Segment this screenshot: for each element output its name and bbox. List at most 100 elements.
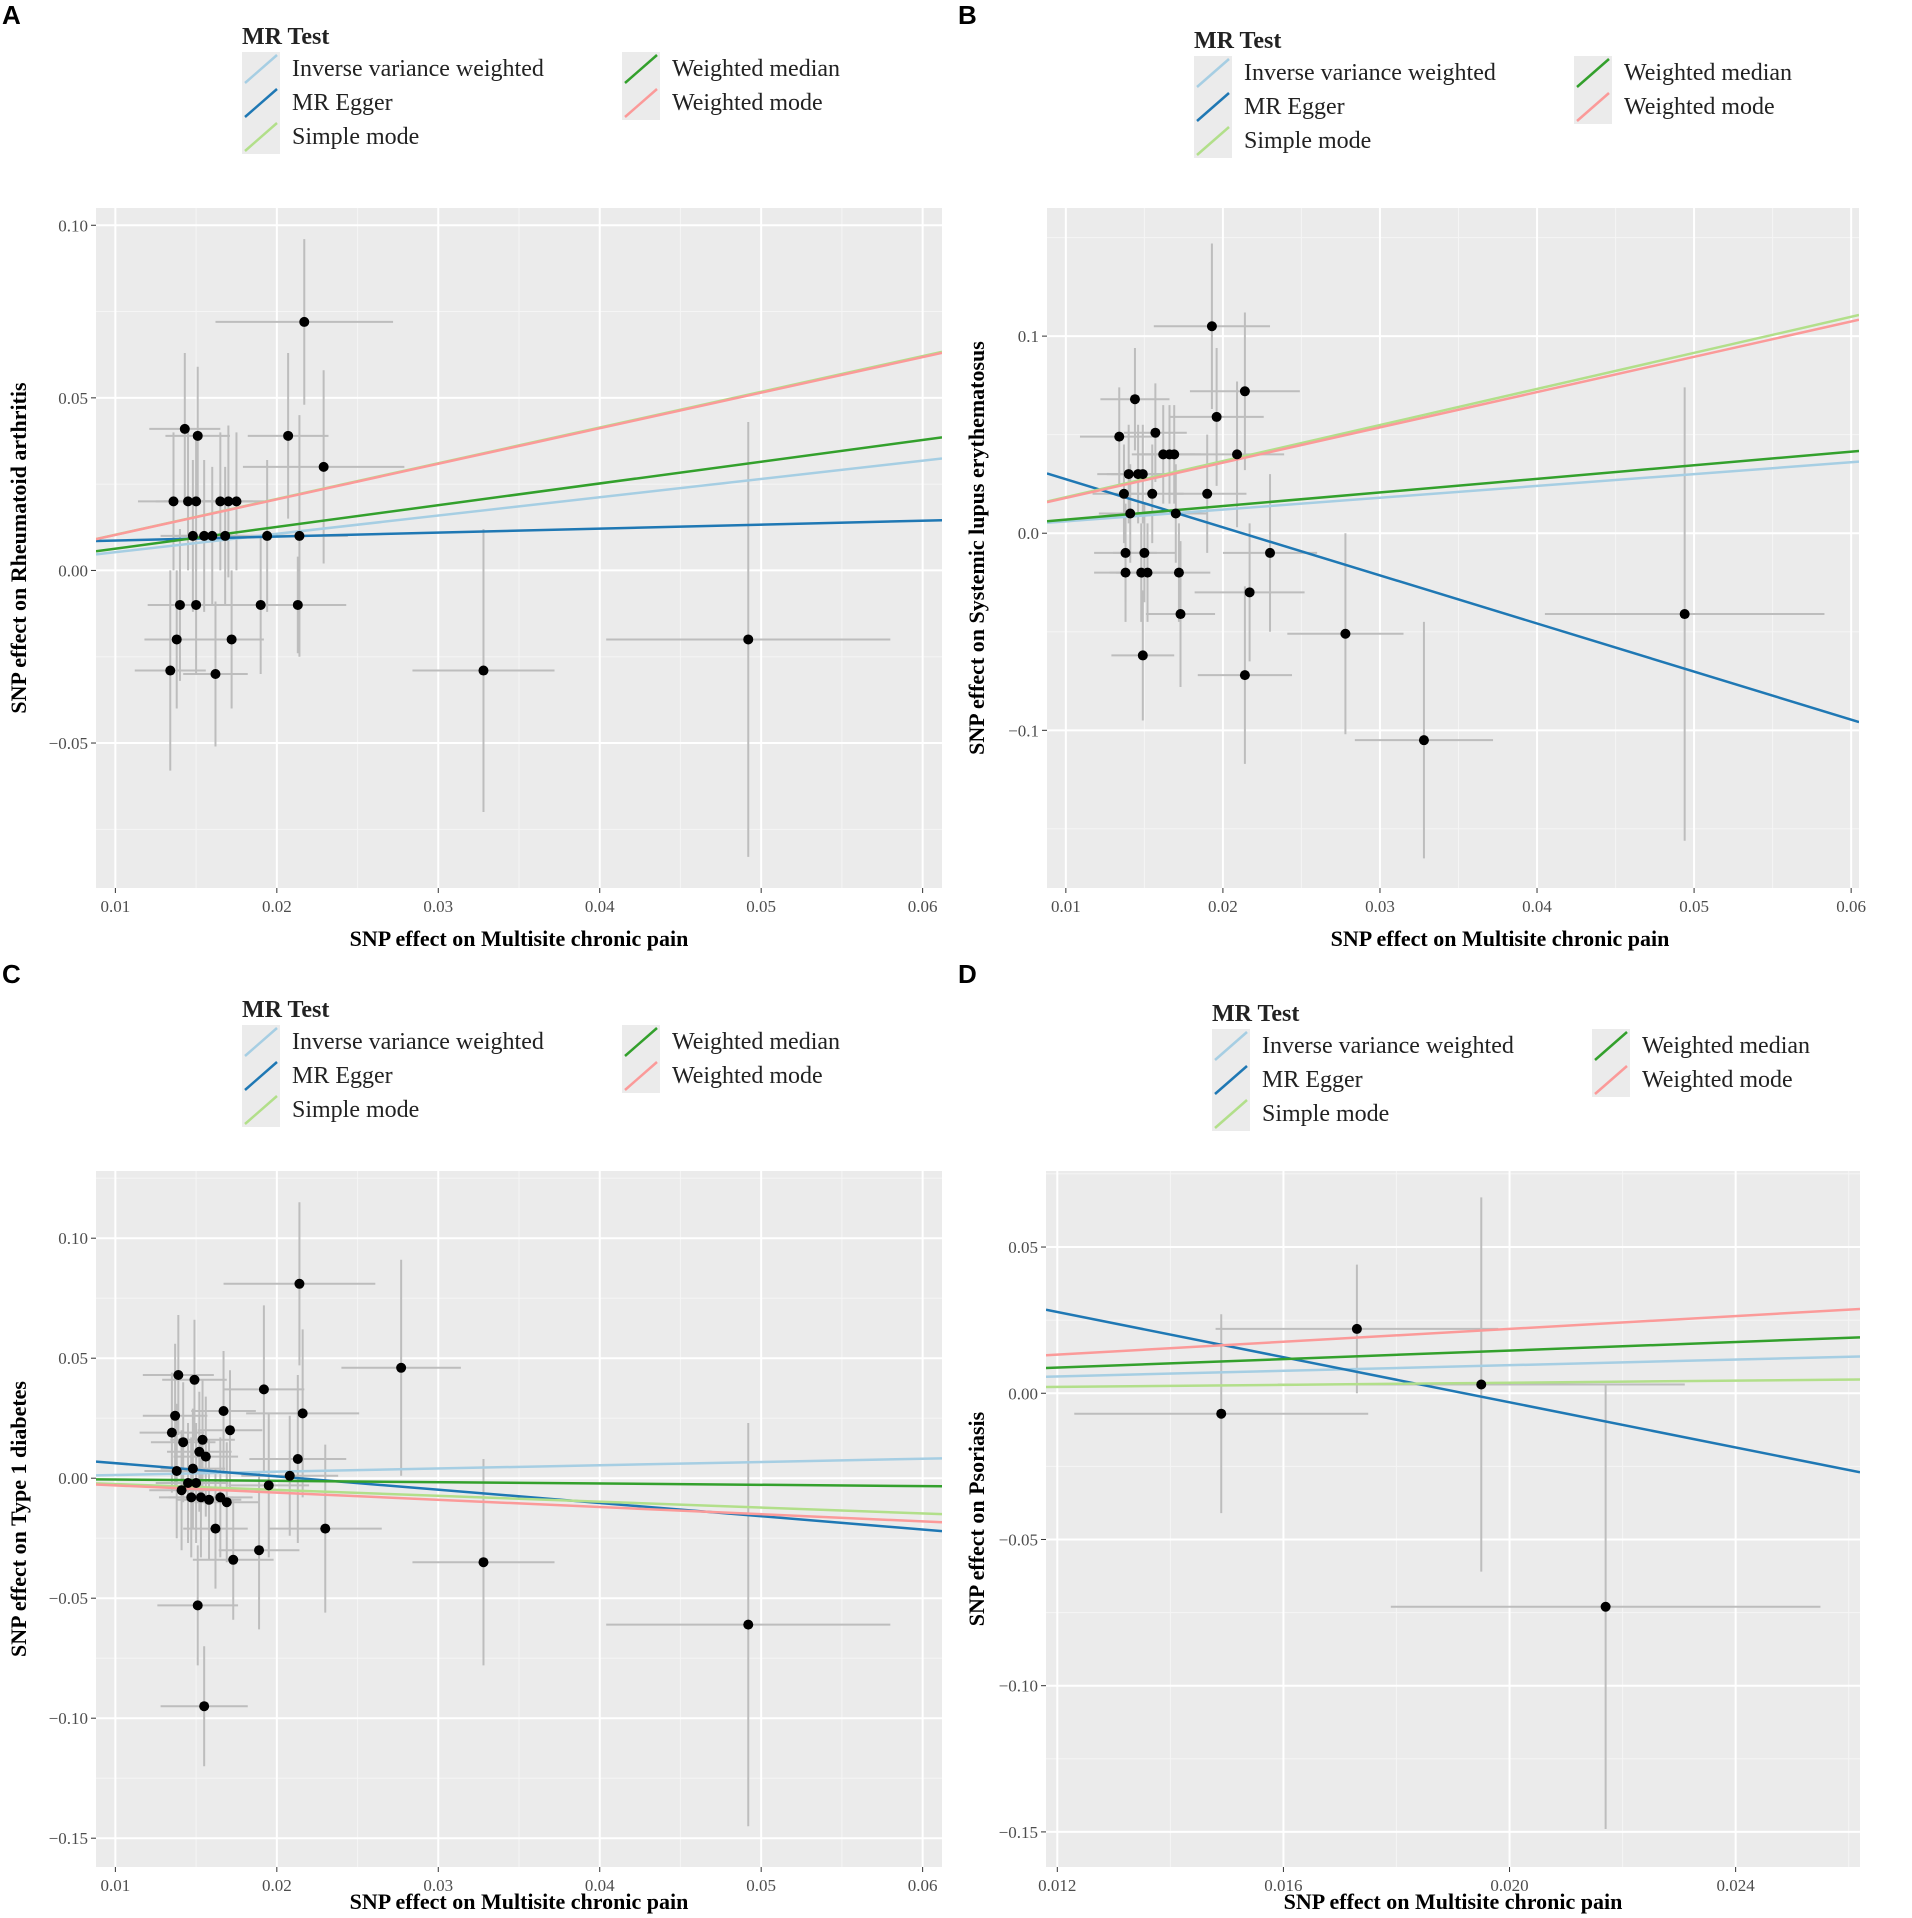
panel-letter-c: C [2,959,21,989]
legend-item-weighted-mode: Weighted mode [622,1059,823,1093]
legend-item-weighted-mode: Weighted mode [1592,1063,1793,1097]
legend-label-ivw: Inverse variance weighted [292,1028,544,1055]
y-tick-label: 0.05 [58,1349,88,1368]
x-tick-label: 0.012 [1038,1876,1076,1895]
legend-key-weighted-mode [1574,90,1612,124]
x-axis-title: SNP effect on Multisite chronic pain [1284,1889,1623,1914]
legend-key-mr-egger [242,86,280,120]
regression-line [1047,449,1859,523]
data-point [226,634,237,645]
data-point [1476,1379,1487,1390]
data-point [1170,508,1181,519]
legend-item-ivw: Inverse variance weighted [242,1025,544,1059]
y-axis-title: SNP effect on Type 1 diabetes [6,1381,31,1657]
y-tick-label: −0.1 [1008,721,1039,740]
data-point [1239,386,1250,397]
legend-item-weighted-median: Weighted median [1574,56,1792,90]
data-point [1118,488,1129,499]
data-point [258,1384,269,1395]
legend-title: MR Test [1194,28,1282,54]
data-point [1418,735,1429,746]
legend-item-mr-egger: MR Egger [242,86,393,120]
legend-item-weighted-mode: Weighted mode [622,86,823,120]
legend-label-mr-egger: MR Egger [292,89,393,116]
data-point [1125,508,1136,519]
data-point [263,1480,274,1491]
legend-item-ivw: Inverse variance weighted [242,52,544,86]
legend-item-ivw: Inverse variance weighted [1194,56,1496,90]
regression-line [96,1460,942,1533]
data-point [207,530,218,541]
data-point [1206,321,1217,332]
data-point [283,430,294,441]
x-tick-label: 0.02 [262,1876,292,1895]
legend-label-mr-egger: MR Egger [1262,1066,1363,1093]
data-point [192,1600,203,1611]
data-point [1123,469,1134,480]
data-point [318,461,329,472]
data-point [197,1434,208,1445]
data-layer [1046,1197,1860,1829]
data-point [284,1470,295,1481]
x-axis-title: SNP effect on Multisite chronic pain [1331,926,1670,951]
data-point [168,496,179,507]
legend-key-weighted-mode [622,86,660,120]
data-point [1139,547,1150,558]
data-point [204,1494,215,1505]
data-layer [96,239,942,857]
legend-key-ivw [242,1025,280,1059]
y-axis-title: SNP effect on Rheumatoid arthritis [6,382,31,714]
data-point [1216,1408,1227,1419]
data-point [223,496,234,507]
legend-item-weighted-median: Weighted median [622,1025,840,1059]
x-tick-label: 0.02 [262,897,292,916]
panel-c: C MR Test Inverse variance weighted MR E… [0,959,956,1918]
data-point [178,1437,189,1448]
legend-key-simple-mode [1212,1097,1250,1131]
panel-letter-a: A [2,0,21,30]
x-tick-label: 0.03 [423,897,453,916]
plot-d: 0.012 0.016 0.020 0.024 −0.15 −0.10 −0.05 0.00 0… [964,1171,1860,1914]
data-point [478,665,489,676]
x-tick-label: 0.05 [1679,897,1709,916]
data-point [1147,488,1158,499]
data-point [743,634,754,645]
data-point [173,1370,184,1380]
legend-key-weighted-mode [622,1059,660,1093]
legend-label-weighted-median: Weighted median [672,55,841,82]
y-tick-label: −0.15 [49,1829,88,1848]
regression-line [96,1478,942,1488]
legend-item-simple-mode: Simple mode [242,120,419,154]
regression-line [1047,318,1859,504]
regression-line [96,351,942,541]
data-point [1114,431,1125,442]
data-point [186,1492,197,1503]
legend-item-mr-egger: MR Egger [1212,1063,1363,1097]
data-point [1129,394,1140,405]
x-tick-label: 0.03 [1365,897,1395,916]
data-point [200,1451,211,1462]
y-tick-label: 0.00 [58,1469,88,1488]
x-tick-label: 0.01 [1051,897,1081,916]
regression-line [1047,472,1859,724]
regression-line [1046,1378,1860,1389]
data-point [294,530,305,541]
data-point [210,1523,221,1534]
regression-line [1047,460,1859,525]
x-tick-label: 0.05 [746,1876,776,1895]
x-tick-label: 0.016 [1264,1876,1302,1895]
data-point [231,496,242,507]
data-point [1142,567,1153,578]
legend-label-ivw: Inverse variance weighted [1262,1032,1514,1059]
data-point [221,1497,232,1508]
x-tick-label: 0.04 [585,897,615,916]
data-point [166,1427,177,1438]
data-point [228,1554,239,1565]
x-tick-label: 0.04 [585,1876,615,1895]
y-tick-label: 0.1 [1018,327,1039,346]
data-point [220,530,231,541]
data-point [478,1557,489,1568]
y-tick-label: 0.00 [58,561,88,580]
y-tick-label: 0.10 [58,216,88,235]
legend-label-ivw: Inverse variance weighted [292,55,544,82]
